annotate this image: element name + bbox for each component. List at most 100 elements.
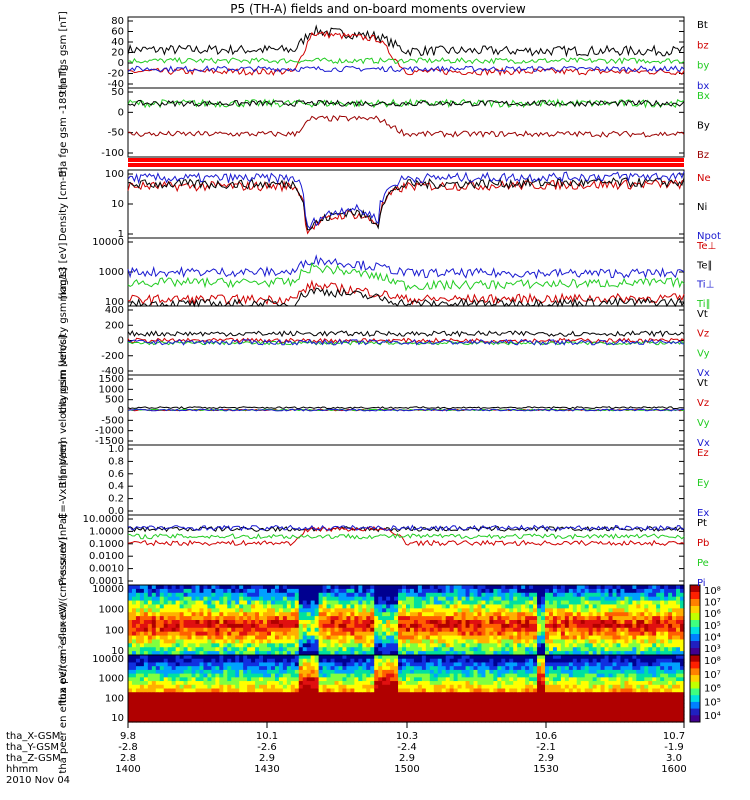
heatmap-cell xyxy=(374,681,379,686)
heatmap-cell xyxy=(576,651,582,656)
heatmap-cell xyxy=(338,684,344,690)
heatmap-cell xyxy=(612,604,618,609)
heatmap-cell xyxy=(413,658,419,664)
heatmap-cell xyxy=(580,612,586,617)
heatmap-cell xyxy=(441,714,447,719)
heatmap-cell xyxy=(672,592,677,598)
heatmap-cell xyxy=(139,666,145,671)
heatmap-cell xyxy=(314,627,320,633)
heatmap-cell xyxy=(286,710,292,716)
heatmap-cell xyxy=(219,681,224,686)
heatmap-cell xyxy=(239,688,244,693)
heatmap-cell xyxy=(636,600,641,606)
heatmap-cell xyxy=(481,627,487,633)
heatmap-cell xyxy=(282,608,288,613)
heatmap-cell xyxy=(545,707,550,712)
heatmap-cell xyxy=(278,651,284,656)
heatmap-cell xyxy=(302,695,308,701)
heatmap-cell xyxy=(338,647,344,652)
heatmap-cell xyxy=(632,600,637,606)
y-tick-label: 10 xyxy=(111,713,124,724)
heatmap-cell xyxy=(513,631,518,637)
heatmap-cell xyxy=(215,692,220,697)
heatmap-cell xyxy=(163,635,169,641)
heatmap-cell xyxy=(322,647,328,652)
heatmap-cell xyxy=(286,666,292,671)
heatmap-cell xyxy=(310,596,316,602)
heatmap-cell xyxy=(366,623,371,629)
heatmap-cell xyxy=(398,669,403,675)
heatmap-cell xyxy=(485,666,490,671)
heatmap-cell xyxy=(481,596,487,602)
heatmap-cell xyxy=(394,688,399,693)
heatmap-cell xyxy=(441,677,447,682)
heatmap-cell xyxy=(326,639,332,644)
heatmap-cell xyxy=(548,635,554,641)
heatmap-cell xyxy=(529,673,534,678)
heatmap-cell xyxy=(628,600,633,606)
heatmap-cell xyxy=(612,612,618,617)
heatmap-cell xyxy=(394,631,399,637)
heatmap-cell xyxy=(672,651,677,656)
y-tick-label: 0.6 xyxy=(108,469,124,480)
heatmap-cell xyxy=(354,585,359,590)
heatmap-cell xyxy=(489,718,494,723)
heatmap-cell xyxy=(469,692,475,697)
heatmap-cell xyxy=(330,608,336,613)
heatmap-cell xyxy=(402,647,407,652)
heatmap-cell xyxy=(449,604,455,609)
heatmap-cell xyxy=(163,662,169,667)
heatmap-cell xyxy=(588,673,594,678)
heatmap-cell xyxy=(541,655,546,660)
heatmap-cell xyxy=(298,616,304,621)
heatmap-cell xyxy=(497,710,502,716)
heatmap-cell xyxy=(600,718,606,723)
heatmap-cell xyxy=(235,718,240,723)
heatmap-cell xyxy=(314,600,320,606)
heatmap-cell xyxy=(620,699,626,704)
heatmap-cell xyxy=(175,688,181,693)
heatmap-cell xyxy=(322,600,328,606)
heatmap-cell xyxy=(572,608,578,613)
heatmap-cell xyxy=(425,631,431,637)
heatmap-cell xyxy=(541,612,546,617)
heatmap-cell xyxy=(354,627,359,633)
heatmap-cell xyxy=(294,684,300,690)
heatmap-cell xyxy=(207,600,212,606)
heatmap-cell xyxy=(425,651,431,656)
heatmap-cell xyxy=(517,616,522,621)
heatmap-cell xyxy=(525,616,530,621)
heatmap-cell xyxy=(421,647,427,652)
heatmap-cell xyxy=(612,714,618,719)
heatmap-cell xyxy=(215,677,220,682)
panel-frame xyxy=(127,514,685,586)
heatmap-cell xyxy=(131,673,137,678)
heatmap-cell xyxy=(223,655,228,660)
heatmap-cell xyxy=(326,627,332,633)
y-tick-label: 100 xyxy=(105,693,124,704)
heatmap-cell xyxy=(270,710,276,716)
heatmap-cell xyxy=(398,684,403,690)
heatmap-cell xyxy=(183,651,189,656)
heatmap-cell xyxy=(183,655,189,660)
heatmap-cell xyxy=(263,695,268,701)
y-tick-label: 1000 xyxy=(99,267,124,278)
heatmap-cell xyxy=(175,623,181,629)
heatmap-cell xyxy=(525,695,530,701)
heatmap-cell xyxy=(318,655,324,660)
heatmap-cell xyxy=(584,585,590,590)
heatmap-cell xyxy=(394,662,399,667)
heatmap-cell xyxy=(433,627,439,633)
heatmap-cell xyxy=(390,596,395,602)
heatmap-cell xyxy=(437,692,443,697)
heatmap-cell xyxy=(251,688,256,693)
heatmap-cell xyxy=(620,714,626,719)
heatmap-cell xyxy=(131,707,137,712)
heatmap-cell xyxy=(541,658,546,664)
heatmap-cell xyxy=(278,612,284,617)
heatmap-cell xyxy=(477,627,483,633)
heatmap-cell xyxy=(302,631,308,637)
heatmap-cell xyxy=(378,655,383,660)
heatmap-cell xyxy=(433,612,439,617)
heatmap-cell xyxy=(302,658,308,664)
